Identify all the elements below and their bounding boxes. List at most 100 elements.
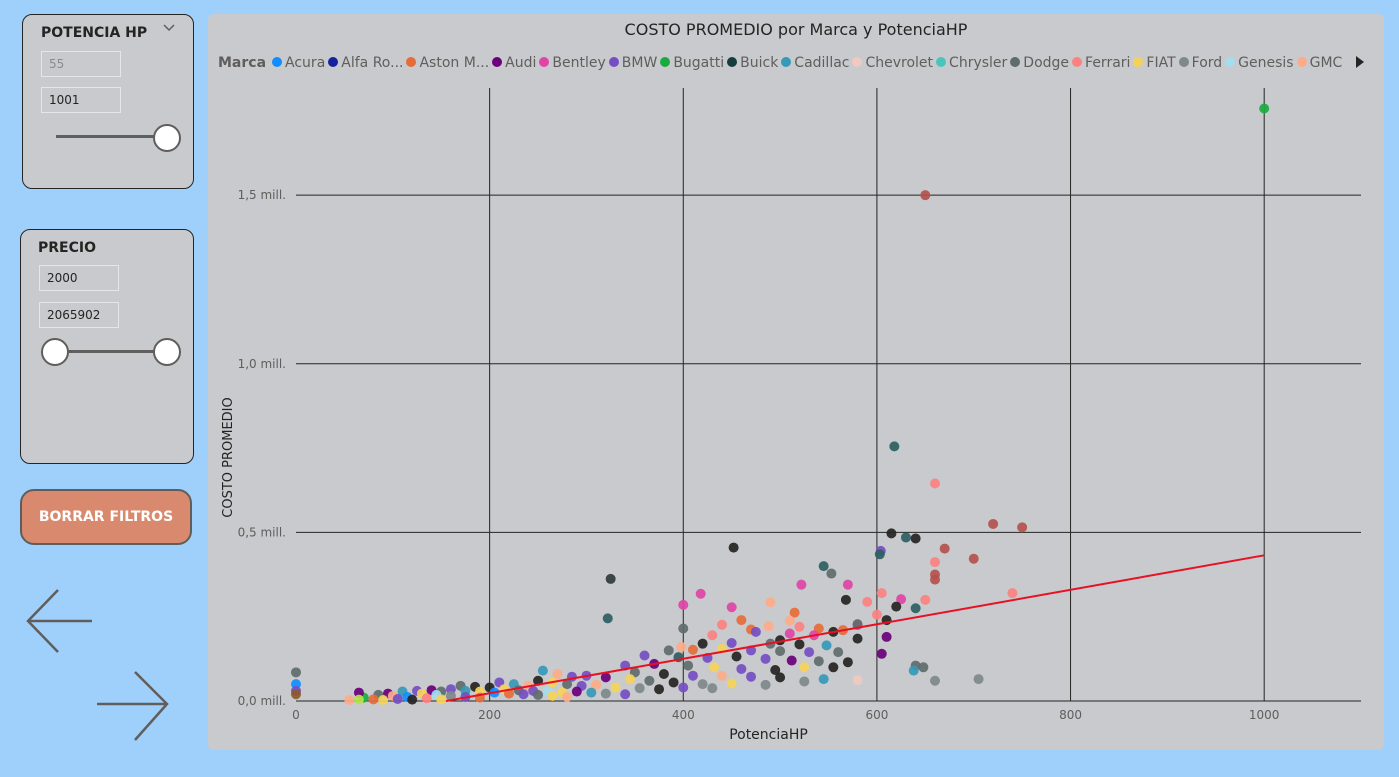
data-point xyxy=(765,597,776,608)
min-precio-input[interactable]: 2000 xyxy=(39,265,119,291)
legend-dot xyxy=(660,57,671,67)
data-point xyxy=(639,650,650,661)
data-point xyxy=(796,579,807,590)
max-precio-input[interactable]: 2065902 xyxy=(39,302,119,328)
data-point xyxy=(939,543,950,554)
slicer-title: POTENCIA HP xyxy=(41,25,148,41)
data-point xyxy=(644,675,655,686)
data-point xyxy=(920,190,931,201)
legend-item-label: Ford xyxy=(1191,55,1223,71)
data-point xyxy=(353,694,364,705)
legend-item-label: Chevrolet xyxy=(865,55,934,71)
data-point xyxy=(552,669,563,680)
data-point xyxy=(763,621,774,632)
data-point xyxy=(862,596,873,607)
legend-label: Marca xyxy=(218,55,267,71)
data-point xyxy=(571,686,582,697)
legend-item[interactable]: Acura xyxy=(272,55,325,71)
legend-dot xyxy=(272,57,283,67)
legend-item[interactable]: Bugatti xyxy=(660,55,724,71)
y-tick-label: 1,5 mill. xyxy=(238,188,286,202)
arrow-right-icon[interactable] xyxy=(97,670,171,748)
legend-item[interactable]: Ford xyxy=(1178,55,1223,71)
legend-item[interactable]: Aston M... xyxy=(406,55,489,71)
legend-item[interactable]: BMW xyxy=(608,55,657,71)
legend-dot xyxy=(781,57,792,67)
data-point xyxy=(910,533,921,544)
data-point xyxy=(826,568,837,579)
data-point xyxy=(775,646,786,657)
borrar-filtros-button[interactable]: BORRAR FILTROS xyxy=(20,489,192,545)
data-point xyxy=(886,528,897,539)
data-point xyxy=(918,662,929,673)
data-point xyxy=(610,682,621,693)
legend-item[interactable]: GMC xyxy=(1296,55,1342,71)
legend-item-label: Bugatti xyxy=(673,55,725,71)
data-point xyxy=(876,648,887,659)
legend-item[interactable]: Dodge xyxy=(1010,55,1069,71)
data-point xyxy=(344,694,355,705)
legend-item-label: Aston M... xyxy=(419,55,490,71)
data-point xyxy=(891,601,902,612)
data-point xyxy=(1259,103,1270,114)
data-point xyxy=(871,609,882,620)
triangle-right-icon[interactable] xyxy=(1355,55,1365,73)
legend-dot xyxy=(1133,57,1144,67)
data-point xyxy=(683,660,694,671)
legend-item[interactable]: Ferrari xyxy=(1072,55,1130,71)
data-point xyxy=(687,670,698,681)
legend-item[interactable]: Audi xyxy=(492,55,536,71)
legend-item[interactable]: Buick xyxy=(727,55,778,71)
data-point xyxy=(973,674,984,685)
legend-item[interactable]: Cadillac xyxy=(781,55,849,71)
legend-item[interactable]: FIAT xyxy=(1133,55,1176,71)
legend-item[interactable]: Chrysler xyxy=(936,55,1007,71)
data-point xyxy=(368,694,379,705)
slider-track[interactable] xyxy=(56,135,166,138)
slider-handle-min[interactable] xyxy=(41,338,69,366)
slider-handle-max[interactable] xyxy=(153,124,181,152)
legend-item[interactable]: Bentley xyxy=(539,55,606,71)
data-point xyxy=(586,687,597,698)
data-point xyxy=(605,573,616,584)
data-point xyxy=(920,594,931,605)
slider-track[interactable] xyxy=(54,350,169,353)
chart-legend: Marca Acura Alfa Ro... Aston M... Audi Bentle… xyxy=(218,55,1345,75)
slider-handle-max[interactable] xyxy=(153,338,181,366)
data-point xyxy=(291,667,301,678)
data-point xyxy=(634,683,645,694)
data-point xyxy=(794,621,805,632)
data-point xyxy=(378,694,389,705)
slicer-title: PRECIO xyxy=(38,240,96,256)
data-point xyxy=(392,693,403,704)
legend-item-label: Genesis xyxy=(1238,55,1294,71)
min-hp-input[interactable]: 55 xyxy=(41,51,121,77)
y-tick-label: 1,0 mill. xyxy=(238,357,286,371)
arrow-left-icon[interactable] xyxy=(24,588,94,658)
data-point xyxy=(678,623,689,634)
max-hp-input[interactable]: 1001 xyxy=(41,87,121,113)
x-tick-label: 600 xyxy=(865,708,888,722)
data-point xyxy=(828,662,839,673)
legend-item[interactable]: Genesis xyxy=(1225,55,1294,71)
data-point xyxy=(547,690,558,701)
legend-item[interactable]: Alfa Ro... xyxy=(328,55,403,71)
data-point xyxy=(789,607,800,618)
x-tick-label: 200 xyxy=(478,708,501,722)
data-point xyxy=(436,694,447,705)
y-tick-label: 0,5 mill. xyxy=(238,525,286,539)
legend-dot xyxy=(328,57,339,67)
data-point xyxy=(707,630,718,641)
chevron-down-icon[interactable] xyxy=(162,21,176,39)
data-point xyxy=(988,518,999,529)
legend-item[interactable]: Chevrolet xyxy=(852,55,933,71)
data-point xyxy=(881,631,892,642)
data-point xyxy=(658,669,669,680)
data-point xyxy=(533,689,544,700)
data-point xyxy=(818,561,829,572)
data-point xyxy=(842,579,853,590)
data-point xyxy=(775,672,786,683)
data-point xyxy=(726,637,737,648)
slicer-potencia-hp: POTENCIA HP 55 1001 xyxy=(22,14,194,189)
x-tick-label: 800 xyxy=(1059,708,1082,722)
